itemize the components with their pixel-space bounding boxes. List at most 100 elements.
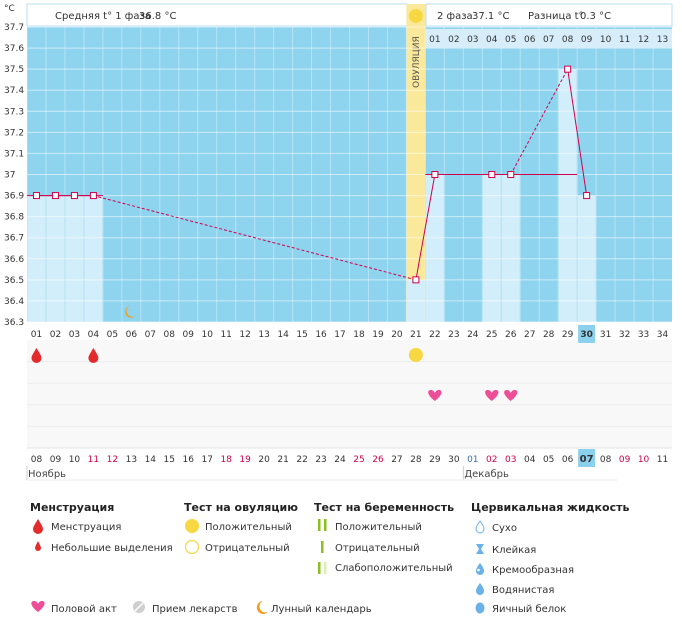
phase2-day-label: 05: [505, 35, 516, 45]
legend-cervical-creamy: Кремообразная: [492, 565, 574, 576]
ovulation-sun-icon: [408, 9, 423, 23]
sticky-icon: [476, 544, 484, 554]
legend-cervical-title: Цервикальная жидкость: [471, 501, 629, 514]
date-label: 29: [429, 455, 441, 465]
temperature-point: [507, 171, 515, 178]
cycle-day-label: 19: [372, 330, 384, 340]
y-tick-label: 37.1: [4, 149, 24, 159]
sun-icon: [185, 519, 199, 533]
heart-icon: [504, 390, 518, 401]
legend-pregtest-faint: Слабоположительный: [335, 563, 453, 574]
legend-cervical-dry: Сухо: [492, 523, 517, 534]
date-label: 11: [657, 455, 668, 465]
legend: Менструация Менструация Небольшие выделе…: [30, 501, 629, 615]
phase2-day-label: 06: [524, 35, 536, 45]
diff-value: 0.3 °C: [580, 11, 611, 22]
cycle-day-label: 01: [31, 330, 42, 340]
date-label: 06: [562, 455, 574, 465]
date-label: 11: [88, 455, 99, 465]
cycle-day-label: 09: [183, 330, 195, 340]
temperature-point: [412, 276, 420, 284]
temperature-bar: [482, 174, 501, 322]
faint-stripe-icon: [318, 562, 321, 574]
heart-icon: [485, 390, 499, 401]
cycle-day-label: 18: [353, 330, 365, 340]
date-label: 27: [391, 455, 402, 465]
phase2-day-label: 09: [581, 35, 593, 45]
y-tick-label: 37.6: [4, 44, 24, 54]
date-label: 10: [69, 455, 81, 465]
temperature-point: [488, 171, 496, 178]
double-stripe-icon-b: [324, 519, 327, 531]
cycle-day-label: 22: [429, 330, 440, 340]
y-tick-label: 36.8: [4, 213, 24, 223]
month-label: Ноябрь: [28, 469, 66, 480]
date-label: 12: [107, 455, 118, 465]
cycle-day-label: 29: [562, 330, 574, 340]
phase2-day-label: 04: [486, 35, 498, 45]
cycle-day-label: 08: [164, 330, 176, 340]
single-stripe-icon: [321, 541, 324, 553]
date-label: 22: [296, 455, 307, 465]
y-tick-label: 36.4: [4, 297, 24, 307]
cycle-day-label: 13: [258, 330, 269, 340]
phase2-day-label: 08: [562, 35, 574, 45]
date-label: 24: [334, 455, 346, 465]
y-tick-label: 36.7: [4, 234, 24, 244]
date-label: 26: [372, 455, 384, 465]
egg-white-icon: [475, 602, 485, 614]
month-label: Декабрь: [464, 469, 509, 480]
cycle-day-label: 20: [391, 330, 403, 340]
date-label: 03: [505, 455, 516, 465]
cycle-day-label: 05: [107, 330, 118, 340]
cycle-day-label: 02: [50, 330, 61, 340]
ovulation-test-icon: [408, 348, 423, 362]
phase2-day-label: 01: [429, 35, 440, 45]
sun-outline-icon: [184, 539, 200, 555]
moon-icon: [125, 306, 136, 318]
date-label: 09: [619, 455, 631, 465]
y-tick-label: 37.2: [4, 128, 24, 138]
cycle-day-label: 07: [145, 330, 156, 340]
cycle-day-label: 31: [600, 330, 611, 340]
cycle-day-label: 25: [486, 330, 497, 340]
cycle-day-label: 06: [126, 330, 138, 340]
legend-ovtest-negative: Отрицательный: [205, 543, 290, 554]
temperature-point: [70, 192, 78, 200]
watery-drop-icon: [476, 583, 484, 595]
date-label: 20: [258, 455, 270, 465]
header-box-right: [425, 3, 673, 27]
cycle-day-label: 14: [277, 330, 289, 340]
cycle-day-label: 15: [296, 330, 307, 340]
pill-icon-line: [134, 602, 144, 612]
legend-pregtest-negative: Отрицательный: [335, 543, 420, 554]
legend-ovtest-positive: Положительный: [205, 522, 292, 533]
cycle-day-label: 21: [410, 330, 421, 340]
y-tick-label: 37.3: [4, 107, 24, 117]
cycle-day-label: 03: [69, 330, 80, 340]
date-label: 19: [239, 455, 251, 465]
date-label: 28: [410, 455, 422, 465]
y-tick-label: 36.5: [4, 276, 24, 286]
diff-label: Разница t°: [528, 11, 584, 22]
date-label: 23: [315, 455, 326, 465]
y-tick-label: 37.5: [4, 65, 24, 75]
cycle-day-label: 10: [201, 330, 213, 340]
date-label: 13: [126, 455, 137, 465]
phase2-day-label: 02: [448, 35, 459, 45]
drop-icon: [33, 519, 43, 534]
temperature-point: [32, 192, 40, 200]
legend-ovtest-title: Тест на овуляцию: [184, 501, 298, 514]
date-label: 21: [277, 455, 288, 465]
legend-pregtest-title: Тест на беременность: [314, 501, 454, 514]
y-tick-label: 37.4: [4, 86, 24, 96]
date-label: 16: [183, 455, 195, 465]
symptom-area: [27, 340, 672, 448]
phase2-day-label: 12: [638, 35, 649, 45]
creamy-drop-icon-dot: [477, 568, 480, 572]
y-tick-label: 37.7: [4, 23, 24, 33]
phase2-day-label: 03: [467, 35, 478, 45]
phase2-day-label: 10: [600, 35, 612, 45]
date-label: 30: [448, 455, 460, 465]
